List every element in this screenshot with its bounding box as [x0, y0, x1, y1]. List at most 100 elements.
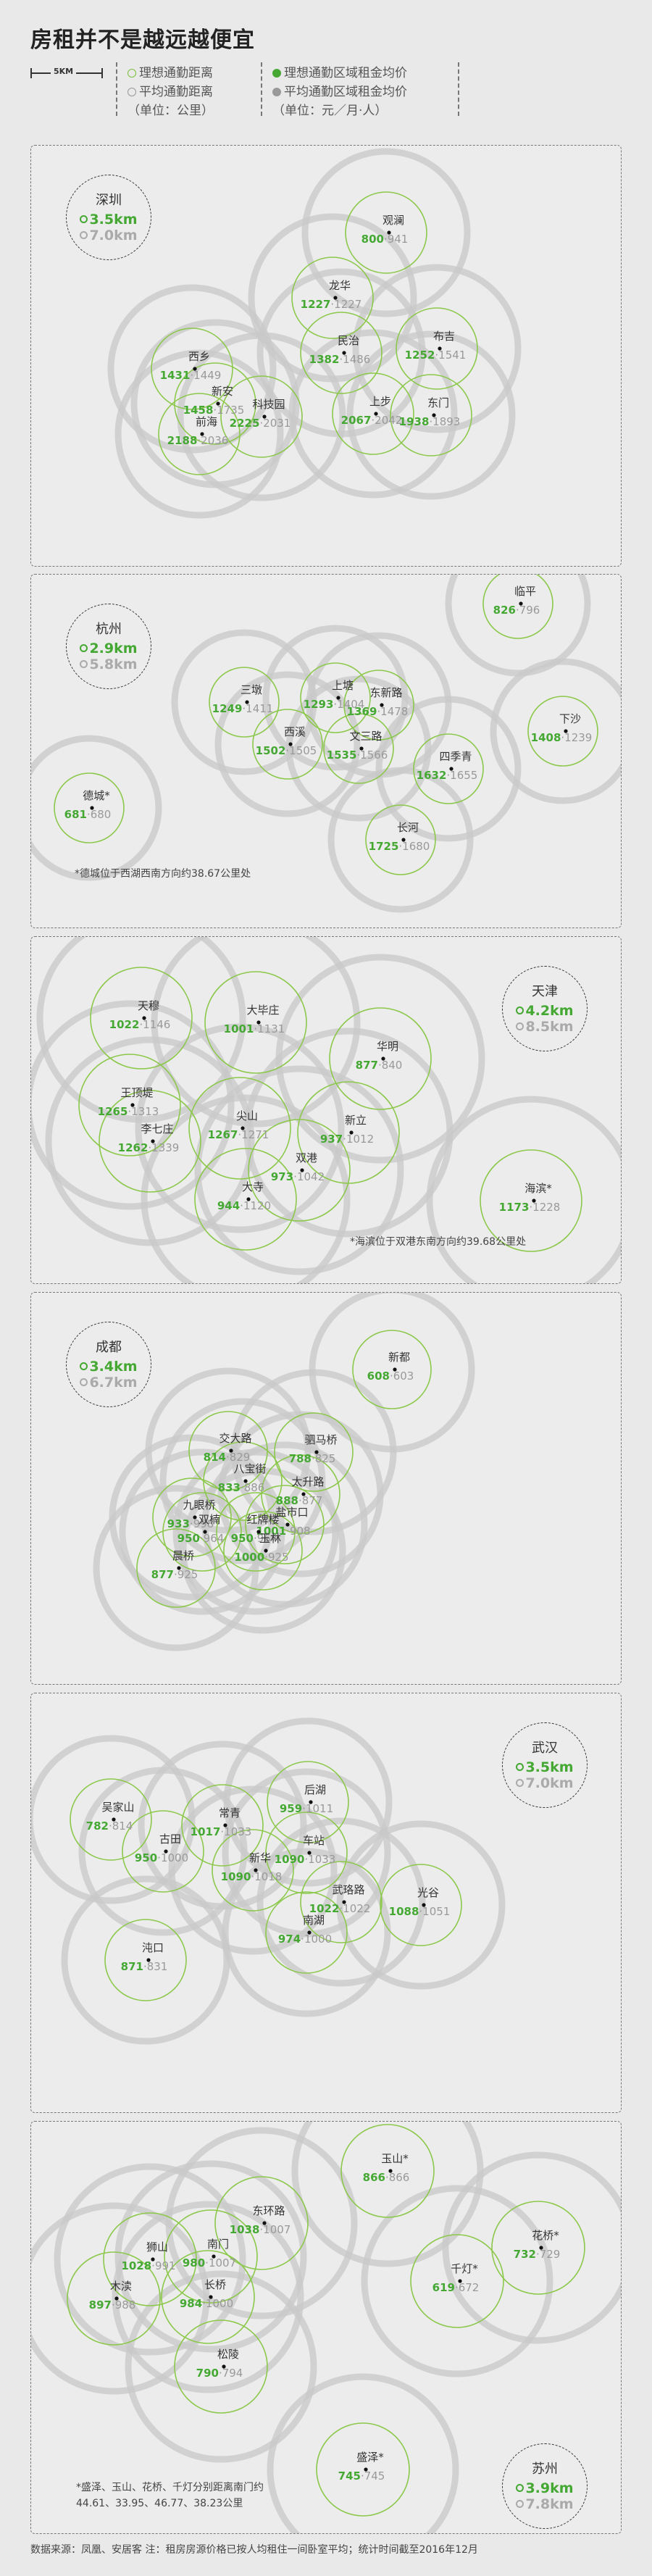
ideal-distance-value: 3.5km	[67, 212, 151, 228]
district-name: 车站	[303, 1834, 325, 1847]
district-name: 下沙	[559, 712, 581, 725]
district-rent-values: 790·794	[196, 2367, 243, 2380]
district-rent-values: 937·1012	[320, 1133, 374, 1146]
ideal-commute-ring	[203, 1441, 283, 1521]
district-point	[532, 1199, 536, 1203]
district-rent-values: 732·729	[514, 2248, 561, 2261]
ideal-commute-ring	[188, 1077, 291, 1180]
avg-commute-ring	[194, 1065, 404, 1275]
district-name: 李七庄	[141, 1122, 173, 1135]
district-point	[90, 806, 94, 810]
district-point	[342, 1900, 346, 1904]
avg-distance-value: 7.0km	[503, 1775, 587, 1791]
district-name: 双港	[296, 1151, 317, 1164]
district-name: 吴家山	[101, 1801, 134, 1814]
legend-rent-unit: （单位：元／月·人）	[272, 104, 388, 118]
ideal-distance-value: 3.5km	[503, 1759, 587, 1775]
district-rent-values: 1267·1271	[208, 1128, 269, 1141]
ideal-commute-ring	[252, 709, 323, 780]
avg-commute-ring	[171, 629, 317, 775]
district-point	[307, 1930, 312, 1935]
ideal-commute-ring	[265, 1891, 348, 1974]
district-rent-values: 877·925	[151, 1568, 198, 1581]
ideal-commute-ring	[104, 1919, 187, 2001]
district-name: 交大路	[219, 1432, 251, 1445]
district-name: 上步	[369, 395, 391, 408]
district-point	[193, 1515, 197, 1520]
ideal-commute-ring	[323, 713, 394, 784]
ideal-commute-ring	[122, 1810, 204, 1893]
district-name: 观澜	[383, 214, 404, 227]
avg-commute-ring	[336, 1820, 506, 1990]
ideal-commute-ring	[99, 1090, 201, 1193]
district-point	[200, 432, 204, 436]
panel-note: *海滨位于双港东南方向约39.68公里处	[350, 1236, 527, 1248]
ring-gray-icon	[128, 88, 136, 96]
district-name: 临平	[514, 585, 536, 598]
district-point	[387, 230, 391, 235]
district-point	[458, 2279, 462, 2283]
ring-green-icon	[128, 69, 136, 78]
district-name: 武珞路	[332, 1883, 364, 1896]
city-name: 武汉	[532, 1741, 558, 1756]
district-rent-values: 2225·2031	[230, 417, 291, 430]
ideal-commute-ring	[390, 374, 472, 457]
district-point	[349, 1130, 354, 1135]
district-rent-values: 1038·1007	[230, 2223, 291, 2236]
city-badge: 杭州 2.9km 5.8km	[66, 604, 151, 689]
avg-commute-ring	[301, 148, 471, 317]
district-point	[203, 1530, 207, 1534]
district-name: 三墩	[241, 683, 262, 696]
district-rent-values: 950·964	[231, 1532, 278, 1545]
district-rent-values: 1725·1680	[369, 840, 430, 853]
city-panel: 观澜 800·941 龙华 1227·1227 民治 1382·1486 布吉 1252·15…	[30, 145, 622, 567]
panel-note: *德城位于西湖西南方向约38.67公里处	[75, 868, 251, 880]
ideal-commute-ring	[329, 1007, 432, 1110]
district-point	[151, 2257, 155, 2262]
ideal-commute-ring	[248, 1119, 351, 1222]
avg-commute-ring	[45, 1036, 255, 1246]
ideal-commute-ring	[90, 967, 193, 1070]
district-rent-values: 833·886	[218, 1481, 265, 1494]
district-rent-values: 959·1011	[280, 1802, 333, 1815]
avg-commute-ring	[93, 1485, 259, 1651]
avg-commute-ring	[327, 767, 474, 913]
city-panel: 临平 826·796 三墩 1249·1411 上塘 1293·1404 东新路 1369·1…	[30, 574, 622, 928]
district-rent-values: 1458·1735	[183, 404, 245, 417]
ideal-commute-ring	[480, 1149, 582, 1252]
avg-distance-value: 7.0km	[67, 228, 151, 243]
ideal-commute-ring	[67, 2251, 161, 2346]
district-name: 龙华	[329, 279, 351, 292]
ideal-commute-ring	[161, 2250, 255, 2344]
ring-gray-icon	[80, 1378, 88, 1386]
district-rent-values: 800·941	[361, 233, 409, 246]
district-name: 新安	[212, 385, 233, 398]
ideal-distance-value: 3.4km	[67, 1359, 151, 1375]
district-rent-values: 1265·1313	[98, 1105, 159, 1118]
legend-distance-unit: （单位：公里）	[128, 104, 214, 118]
district-rent-values: 1535·1566	[327, 749, 388, 762]
district-name: 新都	[388, 1351, 410, 1364]
city-name: 天津	[532, 984, 558, 999]
district-point	[422, 1903, 426, 1907]
district-name: 花桥*	[532, 2229, 559, 2242]
panel-note: *盛泽、玉山、花桥、千灯分别距离南门约	[76, 2482, 264, 2493]
district-name: 东门	[427, 396, 449, 409]
district-point	[209, 2295, 213, 2299]
ideal-commute-ring	[214, 2176, 309, 2270]
district-rent-values: 1262·1339	[118, 1141, 180, 1154]
district-point	[177, 1566, 181, 1570]
ideal-commute-ring	[291, 257, 374, 339]
district-name: 玉山*	[381, 2152, 409, 2165]
commute-map: 天穆 1022·1146 大毕庄 1001·1131 华明 877·840 王顶堤 1265·…	[31, 937, 621, 1283]
ring-green-icon	[80, 644, 88, 652]
district-point	[342, 351, 346, 355]
district-name: 太升路	[291, 1475, 324, 1488]
district-name: 南湖	[303, 1914, 325, 1927]
district-rent-values: 1001·1131	[224, 1022, 285, 1035]
district-point	[380, 703, 384, 707]
district-rent-values: 973·1042	[271, 1170, 325, 1183]
ring-gray-icon	[80, 660, 88, 668]
district-point	[564, 729, 568, 733]
